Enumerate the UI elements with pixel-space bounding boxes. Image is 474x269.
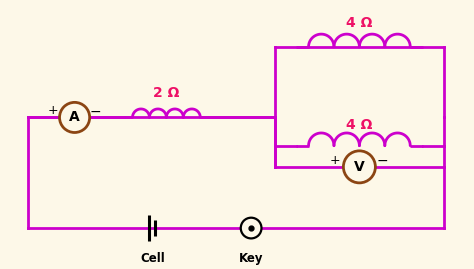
Text: A: A bbox=[69, 111, 80, 125]
Circle shape bbox=[241, 218, 262, 238]
Text: 4 Ω: 4 Ω bbox=[346, 118, 373, 132]
Text: +: + bbox=[329, 154, 340, 167]
Text: Cell: Cell bbox=[140, 252, 164, 265]
Text: V: V bbox=[354, 160, 365, 174]
Text: +: + bbox=[47, 104, 58, 117]
Text: 2 Ω: 2 Ω bbox=[153, 86, 180, 100]
Circle shape bbox=[60, 102, 90, 133]
Circle shape bbox=[343, 151, 375, 183]
Text: 4 Ω: 4 Ω bbox=[346, 16, 373, 30]
Text: −: − bbox=[376, 154, 388, 168]
Text: −: − bbox=[90, 105, 101, 119]
Text: Key: Key bbox=[239, 252, 264, 265]
